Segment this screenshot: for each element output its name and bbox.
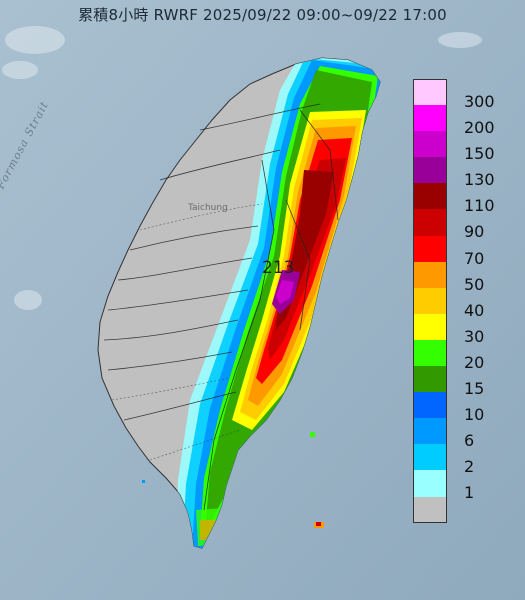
- legend-row: 40: [413, 287, 513, 320]
- legend-label: 300: [464, 92, 495, 111]
- legend-row: 300: [413, 79, 513, 111]
- legend-swatch: [413, 105, 447, 132]
- legend-swatch: [413, 157, 447, 184]
- legend-swatch: [413, 339, 447, 367]
- boundary-lines: [103, 103, 339, 511]
- legend-row: 90: [413, 209, 513, 241]
- legend-label: 200: [464, 118, 495, 138]
- city-label: Taichung: [188, 203, 228, 213]
- legend-row: 2: [413, 444, 513, 476]
- legend-row: 1: [413, 470, 513, 502]
- legend-row: 200: [413, 105, 513, 137]
- legend-label: 130: [464, 170, 495, 190]
- legend-label: 2: [464, 457, 475, 477]
- legend-label: 6: [464, 431, 475, 451]
- legend-swatch: [413, 313, 447, 340]
- legend-row: 70: [413, 235, 513, 268]
- legend-row: 10: [413, 392, 513, 424]
- legend-label: 150: [464, 144, 495, 164]
- legend-swatch: [413, 79, 447, 106]
- legend-row: 15: [413, 366, 513, 398]
- legend-swatch: [413, 209, 447, 236]
- legend-label: 70: [464, 248, 485, 268]
- legend-swatch: [413, 366, 447, 393]
- legend-swatch: [413, 470, 447, 497]
- legend-swatch: [413, 287, 447, 314]
- legend-label: 30: [464, 326, 485, 346]
- legend-swatch: [413, 131, 447, 158]
- offshore-clouds: [2, 26, 482, 310]
- legend-row: 20: [413, 339, 513, 372]
- legend-label: 1: [464, 483, 475, 503]
- legend-swatch: [413, 496, 447, 523]
- county-dashed-lines: [111, 203, 263, 461]
- legend-swatch: [413, 418, 447, 445]
- legend-swatch: [413, 444, 447, 471]
- legend-row: 110: [413, 183, 513, 215]
- legend-swatch: [413, 235, 447, 262]
- legend-label: 110: [464, 196, 495, 216]
- max-rainfall-value: 213: [262, 258, 295, 278]
- legend-row: 50: [413, 261, 513, 294]
- legend-label: 50: [464, 274, 485, 294]
- rainfall-legend: 300 200 150 130 110 90 70 50 40 30 20 15 10 6 2 1: [413, 79, 513, 523]
- legend-swatch: [413, 392, 447, 419]
- legend-label: 40: [464, 300, 485, 320]
- legend-label: 20: [464, 352, 485, 372]
- map-title: 累積8小時 RWRF 2025/09/22 09:00~09/22 17:00: [78, 6, 447, 24]
- legend-label: 15: [464, 379, 485, 399]
- legend-row: 130: [413, 157, 513, 189]
- legend-swatch: [413, 183, 447, 210]
- legend-row: 6: [413, 418, 513, 450]
- legend-row: [413, 496, 513, 523]
- offshore-rain-cells: [142, 432, 324, 528]
- rainfall-overlay: [175, 58, 380, 548]
- legend-row: 30: [413, 313, 513, 346]
- legend-label: 90: [464, 222, 485, 242]
- legend-label: 10: [464, 405, 485, 425]
- legend-swatch: [413, 261, 447, 288]
- legend-row: 150: [413, 131, 513, 163]
